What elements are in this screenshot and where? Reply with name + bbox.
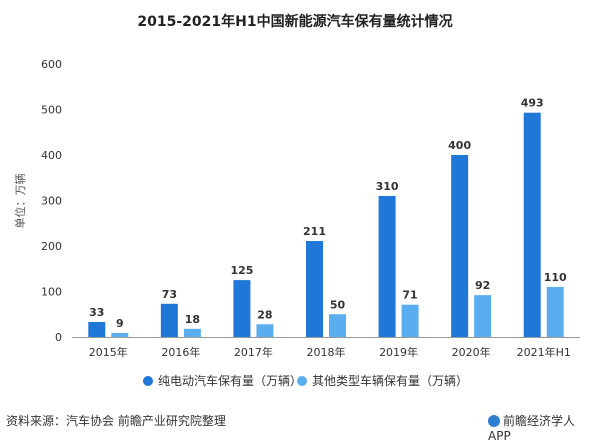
bar-s0-2 bbox=[233, 280, 251, 337]
data-label-s0-0: 33 bbox=[89, 306, 104, 319]
data-label-s1-1: 18 bbox=[185, 313, 200, 326]
bar-s1-2 bbox=[256, 324, 274, 337]
bar-s1-6 bbox=[546, 286, 564, 337]
bar-s1-4 bbox=[401, 304, 419, 337]
data-label-s0-3: 211 bbox=[303, 225, 326, 238]
data-label-s1-2: 28 bbox=[257, 308, 272, 321]
x-tick-label-0: 2015年 bbox=[89, 345, 128, 359]
bar-s1-0 bbox=[111, 332, 129, 337]
x-axis-ticks: 2015年 2016年 2017年 2018年 2019年 2020年 2021年H1 bbox=[89, 345, 571, 359]
brand-name: 前瞻经济学人APP bbox=[488, 414, 576, 443]
data-label-s1-5: 92 bbox=[475, 279, 490, 292]
legend-label-0: 纯电动汽车保有量（万辆） bbox=[158, 373, 302, 388]
bar-s0-1 bbox=[160, 303, 178, 337]
bar-s1-5 bbox=[474, 295, 492, 337]
y-tick-label-1: 100 bbox=[41, 286, 62, 299]
legend: 纯电动汽车保有量（万辆） 其他类型车辆保有量（万辆） bbox=[143, 373, 468, 388]
y-tick-label-6: 600 bbox=[41, 58, 62, 71]
legend-label-1: 其他类型车辆保有量（万辆） bbox=[312, 373, 468, 388]
data-labels: 33 9 73 18 125 28 211 50 310 71 400 92 493 110 bbox=[89, 97, 567, 330]
bar-s0-4 bbox=[378, 195, 396, 337]
brand-footer: 前瞻经济学人APP bbox=[488, 412, 591, 443]
y-axis-label: 单位：万辆 bbox=[13, 174, 27, 229]
data-label-s1-4: 71 bbox=[402, 289, 417, 302]
brand-logo-icon bbox=[488, 415, 500, 427]
data-label-s0-5: 400 bbox=[448, 139, 471, 152]
data-label-s0-6: 493 bbox=[521, 97, 544, 110]
x-tick-label-1: 2016年 bbox=[161, 345, 200, 359]
legend-marker-0 bbox=[143, 376, 153, 386]
data-label-s0-1: 73 bbox=[162, 288, 177, 301]
x-tick-label-3: 2018年 bbox=[307, 345, 346, 359]
chart-title: 2015-2021年H1中国新能源汽车保有量统计情况 bbox=[137, 13, 452, 30]
data-label-s1-6: 110 bbox=[544, 271, 567, 284]
data-label-s0-2: 125 bbox=[230, 264, 253, 277]
x-tick-label-4: 2019年 bbox=[379, 345, 418, 359]
y-tick-label-5: 500 bbox=[41, 104, 62, 117]
bar-s0-6 bbox=[523, 112, 541, 337]
data-label-s1-3: 50 bbox=[330, 298, 346, 311]
legend-marker-1 bbox=[297, 376, 307, 386]
y-axis-ticks: 0 100 200 300 400 500 600 bbox=[41, 58, 62, 344]
y-tick-label-2: 200 bbox=[41, 240, 62, 253]
x-tick-label-5: 2020年 bbox=[452, 345, 491, 359]
x-tick-label-6: 2021年H1 bbox=[517, 345, 571, 359]
data-label-s1-0: 9 bbox=[116, 317, 124, 330]
bars bbox=[88, 112, 564, 337]
y-tick-label-3: 300 bbox=[41, 195, 62, 208]
y-tick-label-4: 400 bbox=[41, 149, 62, 162]
bar-s0-3 bbox=[306, 240, 323, 337]
data-label-s0-4: 310 bbox=[376, 180, 399, 193]
bar-s0-0 bbox=[88, 321, 106, 337]
y-tick-label-0: 0 bbox=[55, 331, 62, 344]
bar-s1-3 bbox=[329, 314, 346, 337]
bar-s0-5 bbox=[451, 155, 469, 337]
x-tick-label-2: 2017年 bbox=[234, 345, 273, 359]
source-note: 资料来源：汽车协会 前瞻产业研究院整理 bbox=[6, 414, 226, 428]
bar-s1-1 bbox=[183, 328, 201, 337]
